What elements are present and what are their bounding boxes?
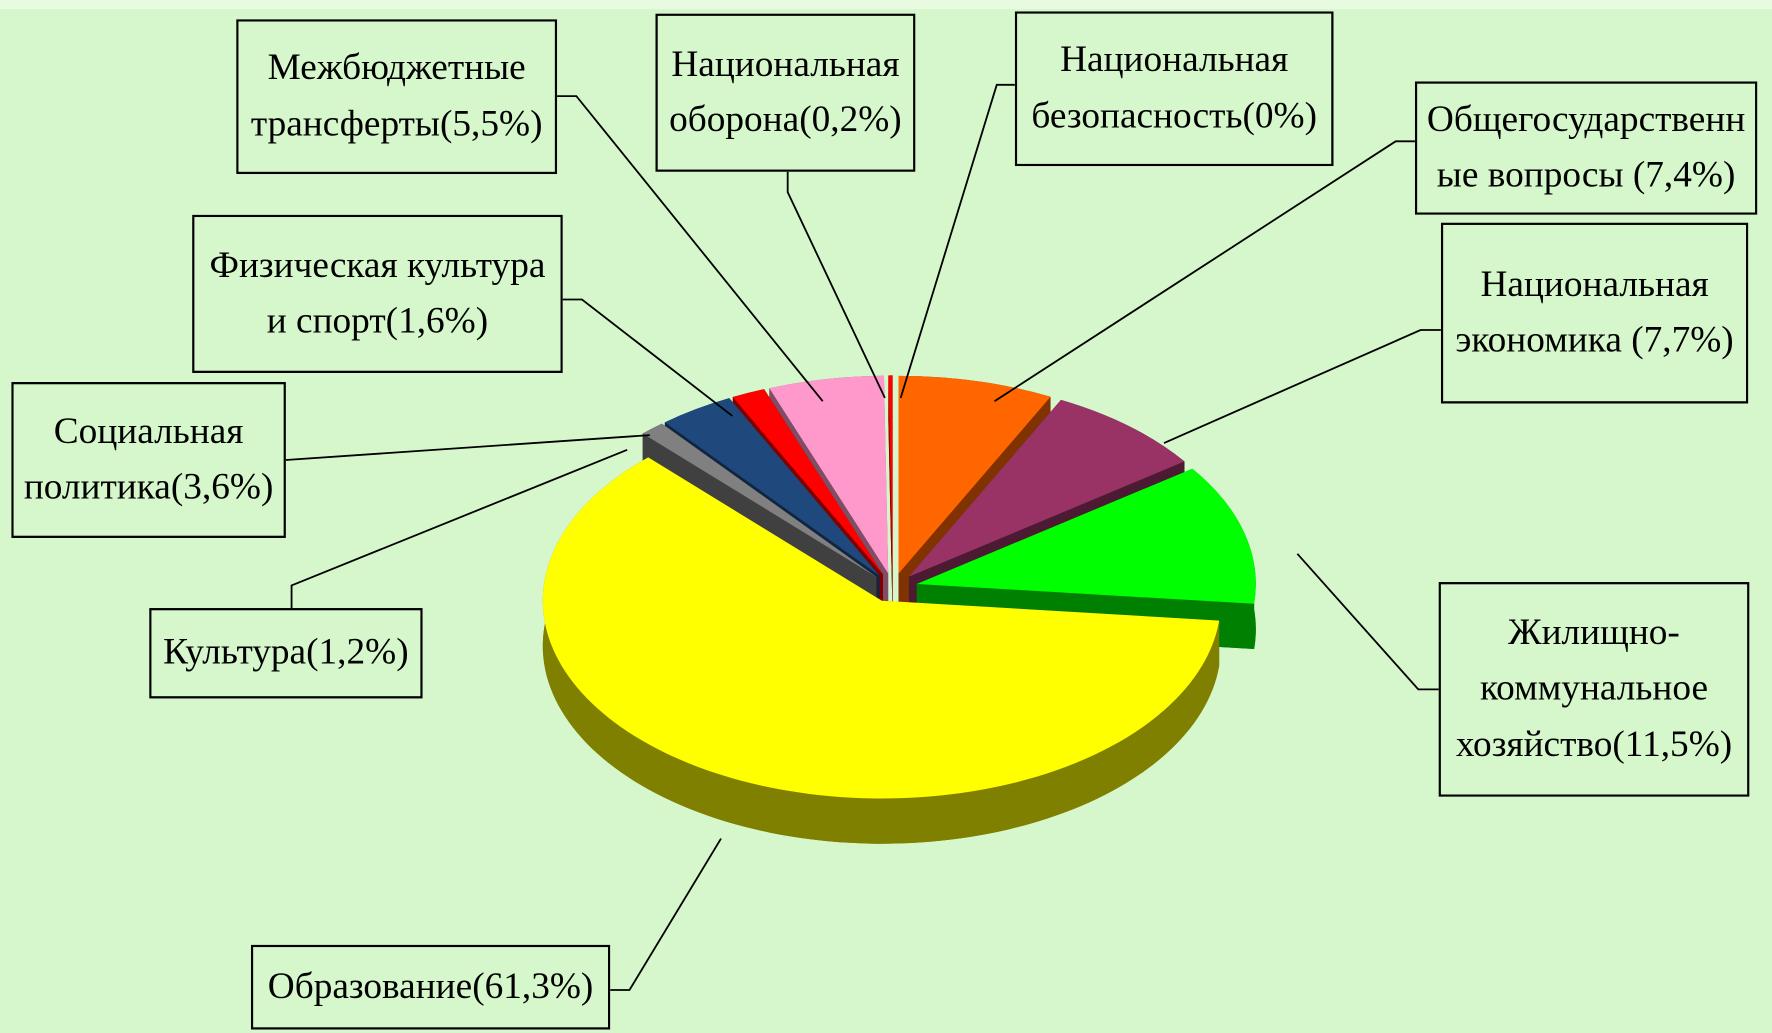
value-label: (3,6%) xyxy=(170,466,274,508)
category: Жилищно-коммунальное хозяйство xyxy=(1455,612,1709,765)
slice-top xyxy=(664,398,880,576)
value-label: (1,6%) xyxy=(385,300,489,342)
category: Физическая культура и спорт xyxy=(209,244,546,342)
leader-line xyxy=(610,838,722,991)
category: Культура xyxy=(163,632,307,673)
leader-line xyxy=(993,140,1415,402)
label-box: Национальная безопасность(0%) xyxy=(1014,11,1334,167)
label-box: Жилищно-коммунальное хозяйство(11,5%) xyxy=(1438,582,1750,797)
category: Национальная безопасность xyxy=(1031,39,1289,137)
value-label: (7,7%) xyxy=(1631,319,1734,361)
label-box: Межбюджетные трансферты(5,5%) xyxy=(236,19,558,175)
category: Национальная экономика xyxy=(1455,263,1709,361)
category: Национальная оборона xyxy=(669,43,900,141)
slice-label: Культура(1,2%) xyxy=(149,608,423,699)
label-box: Национальная оборона(0,2%) xyxy=(655,13,916,172)
slice-top xyxy=(888,375,893,574)
slice-top xyxy=(642,423,877,577)
label-box: Культура(1,2%) xyxy=(149,608,423,699)
category: Общегосударственные вопросы xyxy=(1426,98,1746,196)
label-box: Социальная политика(3,6%) xyxy=(11,382,286,538)
leader-line xyxy=(290,448,628,609)
pie xyxy=(542,375,1256,844)
label-box: Общегосударственные вопросы (7,4%) xyxy=(1414,81,1758,215)
slice-label: Национальная безопасность(0%) xyxy=(1014,11,1334,167)
slice-label: Социальная политика(3,6%) xyxy=(11,382,286,538)
slice-label: Национальная оборона(0,2%) xyxy=(655,13,916,172)
value-label: (0%) xyxy=(1242,95,1318,137)
value-label: (61,3%) xyxy=(472,965,594,1007)
slice-top xyxy=(916,468,1256,604)
leader-lines xyxy=(285,83,1441,991)
leader-line xyxy=(1163,329,1441,444)
slice xyxy=(542,457,1220,844)
value-label: (1,2%) xyxy=(306,632,409,673)
slice-top xyxy=(908,399,1185,577)
leader-line xyxy=(786,171,886,399)
category: Социальная политика xyxy=(23,410,244,508)
label-box: Физическая культура и спорт(1,6%) xyxy=(192,214,563,373)
slice-label: Образование(61,3%) xyxy=(250,944,611,1030)
leader-line xyxy=(899,83,1015,399)
leader-line xyxy=(1296,553,1439,691)
leader-line xyxy=(285,434,650,461)
slice-label: Национальная экономика (7,7%) xyxy=(1440,222,1749,404)
slice-label: Физическая культура и спорт(1,6%) xyxy=(192,214,563,373)
value-label: (11,5%) xyxy=(1612,724,1733,765)
label-box: Образование(61,3%) xyxy=(250,944,611,1030)
top-strip xyxy=(0,0,1772,10)
value-label: (7,4%) xyxy=(1632,154,1736,196)
category: Межбюджетные трансферты xyxy=(250,47,526,145)
value-label: (5,5%) xyxy=(439,103,543,145)
category: Образование xyxy=(267,965,473,1007)
label-box: Национальная экономика (7,7%) xyxy=(1440,222,1749,404)
slice-top xyxy=(732,389,883,575)
leader-line xyxy=(562,298,733,417)
value-label: (0,2%) xyxy=(799,99,902,141)
slice-top xyxy=(542,457,1220,799)
slice-top xyxy=(898,375,1051,574)
slice-label: Общегосударственные вопросы (7,4%) xyxy=(1414,81,1758,215)
leader-line xyxy=(557,95,824,402)
slice-wall xyxy=(888,375,893,619)
slice-top xyxy=(769,375,889,574)
slice xyxy=(888,375,893,619)
slice-label: Межбюджетные трансферты(5,5%) xyxy=(236,19,558,175)
slice-label: Жилищно-коммунальное хозяйство(11,5%) xyxy=(1438,582,1750,797)
